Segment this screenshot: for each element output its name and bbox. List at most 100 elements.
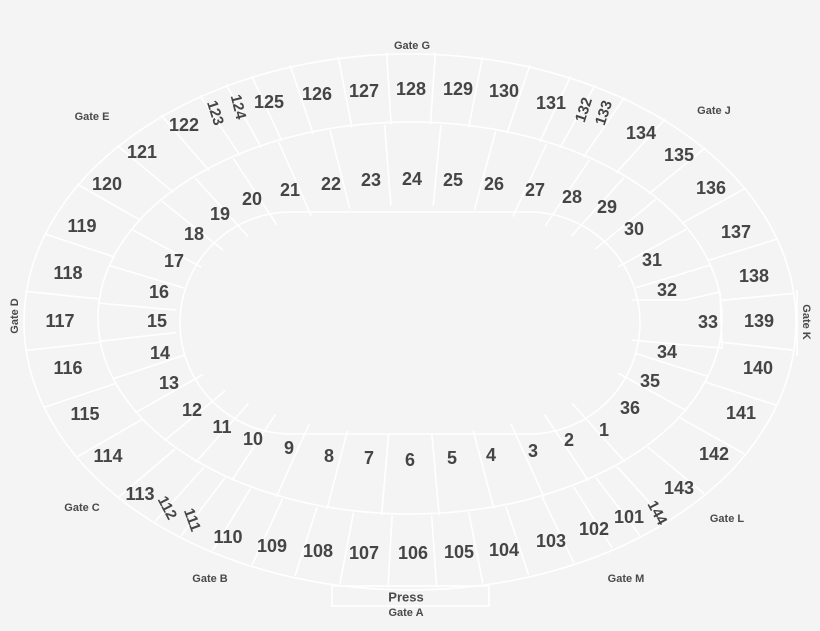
section-122[interactable]: 122 (169, 115, 199, 135)
section-divider (76, 183, 142, 222)
section-138[interactable]: 138 (739, 266, 769, 286)
section-134[interactable]: 134 (626, 123, 656, 143)
section-divider (326, 430, 349, 510)
section-104[interactable]: 104 (489, 540, 519, 560)
section-2[interactable]: 2 (564, 430, 574, 450)
section-3[interactable]: 3 (528, 441, 538, 461)
section-divider (559, 84, 596, 149)
section-142[interactable]: 142 (699, 444, 729, 464)
section-11[interactable]: 11 (212, 417, 231, 437)
section-117[interactable]: 117 (45, 311, 74, 331)
section-35[interactable]: 35 (640, 371, 660, 391)
section-23[interactable]: 23 (361, 170, 381, 190)
section-14[interactable]: 14 (150, 343, 170, 363)
section-107[interactable]: 107 (349, 543, 379, 563)
section-111[interactable]: 111 (180, 506, 204, 534)
section-115[interactable]: 115 (70, 404, 99, 424)
section-129[interactable]: 129 (443, 79, 473, 99)
section-108[interactable]: 108 (303, 541, 333, 561)
section-32[interactable]: 32 (657, 280, 677, 300)
section-120[interactable]: 120 (92, 174, 122, 194)
section-128[interactable]: 128 (396, 79, 426, 99)
section-130[interactable]: 130 (489, 81, 519, 101)
section-1[interactable]: 1 (599, 420, 609, 440)
section-26[interactable]: 26 (484, 174, 504, 194)
section-18[interactable]: 18 (184, 224, 204, 244)
section-34[interactable]: 34 (657, 342, 677, 362)
section-132[interactable]: 132 (572, 95, 596, 124)
section-141[interactable]: 141 (726, 403, 756, 423)
section-9[interactable]: 9 (284, 438, 294, 458)
section-29[interactable]: 29 (597, 197, 617, 217)
section-16[interactable]: 16 (149, 282, 169, 302)
section-101[interactable]: 101 (614, 507, 644, 527)
section-137[interactable]: 137 (721, 222, 751, 242)
section-126[interactable]: 126 (302, 84, 332, 104)
section-102[interactable]: 102 (579, 519, 609, 539)
section-divider (99, 302, 176, 311)
section-121[interactable]: 121 (127, 142, 157, 162)
section-33[interactable]: 33 (698, 312, 718, 332)
section-12[interactable]: 12 (182, 400, 202, 420)
section-divider (26, 290, 100, 300)
section-divider (194, 402, 250, 463)
section-17[interactable]: 17 (164, 251, 184, 271)
section-6[interactable]: 6 (405, 450, 415, 470)
section-133[interactable]: 133 (592, 98, 616, 127)
section-divider (616, 466, 667, 522)
section-divider (387, 515, 393, 588)
section-divider (430, 515, 438, 588)
section-10[interactable]: 10 (243, 429, 263, 449)
section-110[interactable]: 110 (213, 527, 242, 547)
section-divider (572, 486, 613, 549)
section-7[interactable]: 7 (364, 448, 374, 468)
section-divider (539, 75, 572, 143)
section-divider (44, 233, 115, 258)
section-15[interactable]: 15 (147, 311, 167, 331)
section-5[interactable]: 5 (447, 448, 457, 468)
section-25[interactable]: 25 (443, 170, 463, 190)
section-divider (705, 381, 777, 406)
section-divider (383, 124, 392, 206)
section-13[interactable]: 13 (159, 373, 179, 393)
section-30[interactable]: 30 (624, 219, 644, 239)
section-divider (473, 131, 497, 210)
section-8[interactable]: 8 (324, 446, 334, 466)
section-127[interactable]: 127 (349, 81, 379, 101)
section-119[interactable]: 119 (67, 216, 96, 236)
section-27[interactable]: 27 (525, 180, 545, 200)
section-124[interactable]: 124 (227, 93, 250, 122)
section-19[interactable]: 19 (210, 204, 230, 224)
section-21[interactable]: 21 (280, 180, 300, 200)
section-103[interactable]: 103 (536, 531, 566, 551)
section-125[interactable]: 125 (254, 92, 284, 112)
section-113[interactable]: 113 (125, 484, 154, 504)
section-118[interactable]: 118 (53, 263, 82, 283)
field-boundary (179, 211, 641, 435)
section-31[interactable]: 31 (642, 250, 662, 270)
section-106[interactable]: 106 (398, 543, 428, 563)
section-114[interactable]: 114 (93, 446, 122, 466)
section-divider (635, 264, 710, 289)
section-123[interactable]: 123 (203, 98, 227, 127)
section-24[interactable]: 24 (402, 169, 422, 189)
section-divider (681, 187, 747, 225)
gate-a-label: Gate A (388, 607, 423, 619)
section-131[interactable]: 131 (536, 93, 566, 113)
section-135[interactable]: 135 (664, 145, 694, 165)
section-105[interactable]: 105 (444, 542, 474, 562)
section-116[interactable]: 116 (53, 358, 82, 378)
section-4[interactable]: 4 (486, 445, 496, 465)
section-109[interactable]: 109 (257, 536, 287, 556)
section-20[interactable]: 20 (242, 189, 262, 209)
section-36[interactable]: 36 (620, 398, 640, 418)
section-143[interactable]: 143 (664, 478, 694, 498)
section-136[interactable]: 136 (696, 178, 726, 198)
section-140[interactable]: 140 (743, 358, 773, 378)
section-22[interactable]: 22 (321, 174, 341, 194)
section-144[interactable]: 144 (644, 498, 671, 529)
section-139[interactable]: 139 (744, 311, 774, 331)
section-28[interactable]: 28 (562, 187, 582, 207)
